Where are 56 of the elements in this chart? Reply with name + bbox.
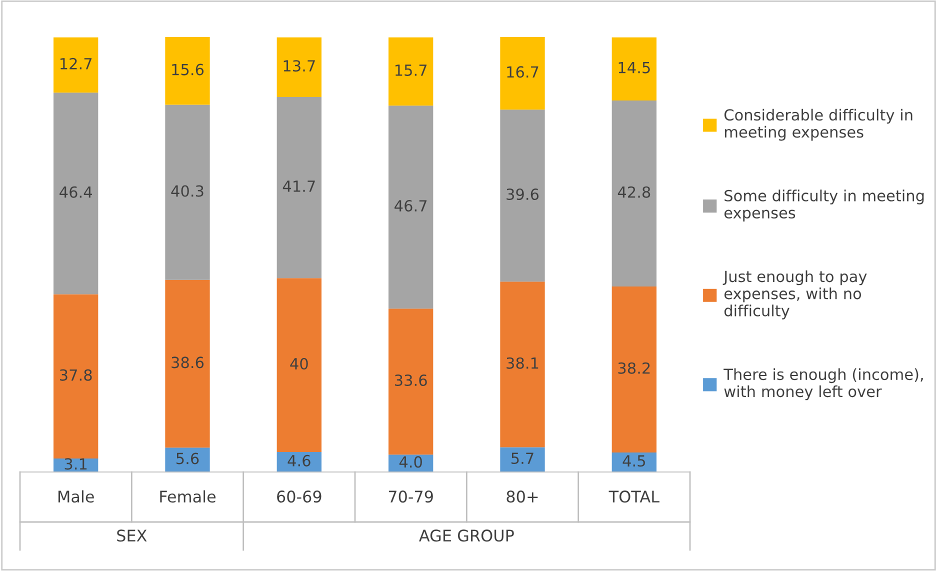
data-label: 38.6 — [172, 356, 204, 368]
bar — [276, 278, 322, 452]
data-label: 3.1 — [64, 458, 87, 470]
x-tick-label: 60-69 — [277, 490, 322, 503]
bar — [54, 37, 98, 93]
x-tick-label: Male — [58, 490, 94, 503]
data-label: 39.6 — [506, 188, 539, 200]
legend-label: Considerable difficulty in meeting expenses — [724, 108, 912, 141]
text: SEX — [117, 530, 147, 542]
data-label: 40 — [290, 358, 308, 370]
data-label: 15.6 — [172, 64, 204, 76]
bar — [165, 104, 210, 280]
legend-label: Just enough to pay expenses, with no difficulty — [722, 270, 867, 320]
data-label: 46.7 — [394, 200, 427, 212]
data-label: 4.0 — [399, 456, 422, 468]
bar — [165, 448, 210, 472]
data-label: 4.6 — [288, 454, 310, 466]
bar — [612, 286, 656, 452]
x-tick-label: 80+ — [506, 490, 538, 503]
data-label: 13.7 — [284, 60, 315, 72]
bar — [276, 37, 322, 97]
data-label: 38.1 — [506, 357, 538, 369]
bar — [165, 37, 210, 105]
data-label: 14.5 — [618, 62, 650, 74]
bar — [388, 106, 434, 309]
text: AGE GROUP — [419, 530, 514, 542]
bar — [500, 282, 545, 448]
legend-label: There is enough (income), with money left over — [724, 368, 923, 400]
data-label: 5.7 — [512, 452, 534, 464]
data-label: 4.5 — [622, 455, 645, 467]
legend-label: Some difficulty in meeting expenses — [724, 190, 924, 222]
data-label: 15.7 — [396, 64, 427, 76]
x-tick-label: Female — [160, 490, 216, 503]
data-label: 46.4 — [60, 186, 92, 198]
data-label: 5.6 — [176, 452, 199, 464]
bar — [500, 37, 545, 110]
x-tick-label: 70-79 — [388, 490, 433, 503]
data-label: 33.6 — [394, 374, 427, 386]
data-label: 42.8 — [618, 186, 650, 198]
bar — [276, 96, 322, 278]
data-label: 37.8 — [60, 369, 92, 381]
bar — [612, 37, 656, 100]
x-tick-label: TOTAL — [608, 490, 660, 503]
data-label: 41.7 — [282, 180, 315, 192]
bar — [165, 280, 210, 448]
data-label: 16.7 — [507, 66, 538, 78]
bar — [500, 447, 545, 472]
bar — [388, 308, 434, 455]
bar — [612, 100, 656, 286]
data-label: 40.3 — [171, 185, 204, 197]
bar — [54, 92, 98, 294]
data-label: 12.7 — [60, 58, 92, 70]
bar — [500, 110, 545, 282]
bar — [54, 294, 98, 459]
data-label: 38.2 — [618, 362, 650, 374]
bar — [388, 37, 434, 106]
